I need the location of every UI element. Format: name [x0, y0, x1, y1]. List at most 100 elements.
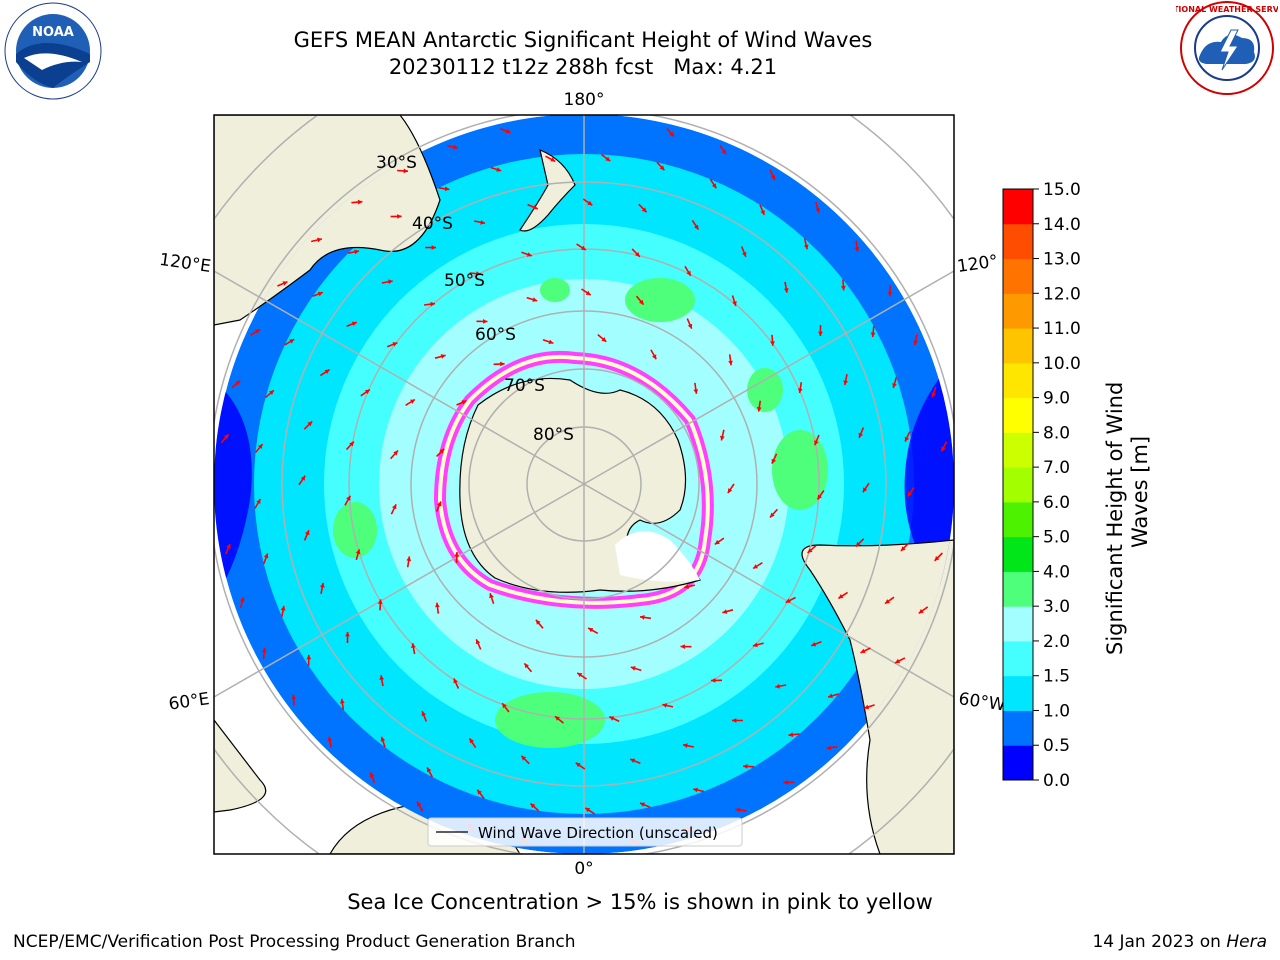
colorbar-swatch	[1003, 675, 1033, 711]
wave-direction-arrowhead	[393, 450, 398, 456]
wave-direction-arrowhead	[585, 290, 591, 296]
wave-direction-arrowhead	[502, 703, 507, 709]
wave-direction-arrowhead	[317, 291, 323, 297]
colorbar-swatch	[1003, 640, 1033, 677]
wave-direction-arrowhead	[887, 291, 893, 297]
wave-direction-arrowhead	[815, 207, 820, 213]
wave-direction-arrowhead	[439, 448, 445, 454]
wave-direction-arrowhead	[743, 764, 748, 769]
colorbar-tick-label: 11.0	[1043, 319, 1081, 339]
wave-direction-arrowhead	[550, 157, 556, 162]
wave-direction-arrowhead	[388, 279, 393, 285]
wave-direction-arrowhead	[406, 556, 412, 562]
wave-direction-arrowhead	[770, 341, 775, 346]
wave-direction-arrowhead	[580, 245, 586, 250]
sea-ice-caption: Sea Ice Concentration > 15% is shown in …	[347, 890, 933, 914]
footer-host: Hera	[1226, 932, 1267, 952]
lat-label-80s: 80°S	[533, 425, 574, 445]
wave-direction-arrowhead	[841, 285, 846, 291]
wind-wave-direction-arrows	[220, 127, 948, 846]
wave-direction-arrowhead	[351, 321, 357, 326]
wave-direction-arrowhead	[289, 339, 295, 344]
colorbar-frame	[1002, 188, 1034, 781]
footer-credit: NCEP/EMC/Verification Post Processing Pr…	[13, 932, 576, 952]
wave-direction-arrowhead	[918, 608, 924, 614]
wave-direction-arrowhead	[826, 745, 832, 751]
wave-direction-arrowhead	[469, 738, 474, 744]
wave-direction-arrowhead	[453, 144, 458, 150]
wave-direction-arrowhead	[683, 743, 688, 748]
wave-direction-arrowhead	[417, 801, 422, 807]
wave-direction-arrowhead	[257, 444, 263, 449]
wave-direction-arrowhead	[771, 458, 776, 464]
colorbar-swatch	[1003, 745, 1033, 781]
wave-direction-arrowhead	[680, 644, 685, 649]
noaa-logo: NOAA	[4, 2, 102, 100]
wave-direction-arrowhead	[687, 323, 693, 329]
wave-direction-arrowhead	[255, 329, 261, 334]
colorbar-swatch	[1003, 606, 1033, 642]
wave-direction-arrowhead	[788, 732, 794, 738]
graticule	[214, 115, 954, 854]
wave-direction-arrowhead	[526, 252, 532, 257]
map-frame	[213, 114, 955, 855]
wave-direction-arrowhead	[454, 552, 460, 557]
wave-direction-arrowhead	[306, 654, 312, 660]
wave-direction-arrowhead	[855, 541, 861, 547]
map-title: GEFS MEAN Antarctic Significant Height o…	[293, 28, 873, 52]
wave-direction-arrowhead	[904, 436, 910, 442]
wave-direction-arrowhead	[380, 736, 386, 742]
wave-direction-arrowhead	[714, 539, 720, 545]
wave-direction-arrowhead	[269, 390, 274, 395]
wave-direction-arrowhead	[727, 488, 733, 494]
lon-label-180: 180°	[564, 90, 605, 110]
wave-direction-arrowhead	[437, 501, 442, 507]
wave-direction-arrowhead	[814, 440, 819, 446]
colorbar-tick-label: 5.0	[1043, 528, 1070, 548]
colorbar-swatch	[1003, 571, 1033, 607]
wave-direction-arrowhead	[427, 767, 432, 773]
colorbar-tick-label: 7.0	[1043, 458, 1070, 478]
colorbar-tick-label: 1.0	[1043, 701, 1070, 721]
wave-direction-arrowhead	[532, 297, 538, 302]
wave-direction-arrowhead	[346, 495, 351, 501]
wave-direction-arrowhead	[635, 252, 640, 257]
lat-label-50s: 50°S	[444, 271, 485, 291]
wave-direction-arrowhead	[282, 281, 288, 286]
colorbar-tick-label: 12.0	[1043, 284, 1081, 304]
colorbar-swatch	[1003, 432, 1033, 468]
wave-direction-arrowhead	[864, 704, 870, 710]
wave-direction-arrowhead	[548, 339, 554, 345]
colorbar: 0.0 0.5 1.0 1.5 2.0 3.0 4.0 5.0 6.0 7.0 8.0 9.0 10.0…	[1002, 180, 1152, 791]
colorbar-swatch	[1003, 189, 1033, 225]
wave-direction-arrowhead	[327, 736, 333, 742]
wave-direction-arrowhead	[770, 512, 775, 518]
wave-direction-arrowhead	[860, 648, 866, 653]
colorbar-tick-label: 0.5	[1043, 736, 1070, 756]
wave-direction-arrowhead	[684, 584, 689, 589]
wave-direction-arrowhead	[605, 156, 611, 162]
colorbar-title-line2: Waves [m]	[1128, 436, 1152, 548]
colorbar-title-line1: Significant Height of Wind	[1103, 382, 1127, 655]
wave-direction-arrowhead	[760, 210, 765, 215]
wave-direction-arrowhead	[307, 421, 313, 427]
wave-direction-arrowhead	[885, 599, 890, 604]
wave-direction-arrowhead	[732, 301, 737, 306]
wave-direction-arrowhead	[324, 369, 330, 374]
map-legend: Wind Wave Direction (unscaled)	[427, 817, 743, 847]
colorbar-tick-label: 4.0	[1043, 562, 1070, 582]
wave-direction-arrowhead	[431, 245, 436, 250]
wave-direction-arrowhead	[818, 331, 823, 336]
wave-direction-arrowhead	[354, 249, 359, 255]
wave-direction-arrowhead	[440, 354, 446, 359]
wave-direction-arrowhead	[496, 167, 502, 172]
wave-direction-arrowhead	[355, 549, 361, 555]
wave-direction-arrowhead	[783, 288, 789, 293]
wave-direction-arrowhead	[489, 593, 494, 599]
wave-direction-arrowhead	[797, 388, 803, 393]
lat-label-30s: 30°S	[376, 153, 417, 173]
wave-direction-arrowhead	[609, 716, 615, 721]
wave-direction-arrowhead	[828, 693, 833, 699]
wave-direction-arrowhead	[752, 642, 758, 648]
wave-direction-arrowhead	[640, 802, 645, 807]
